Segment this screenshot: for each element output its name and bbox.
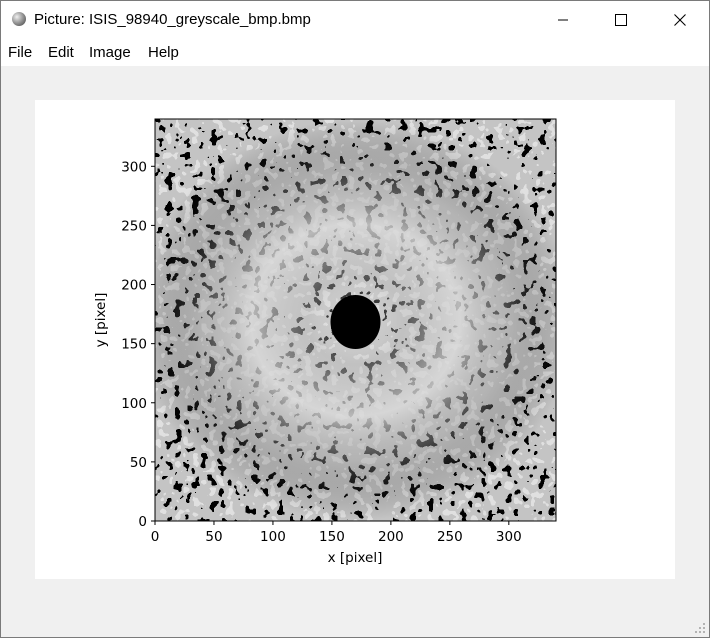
title-bar[interactable]: Picture: ISIS_98940_greyscale_bmp.bmp [1, 1, 709, 39]
y-tick-label: 250 [121, 218, 147, 234]
menu-bar: File Edit Image Help [1, 39, 709, 66]
image-area [155, 119, 556, 521]
x-tick-label: 150 [319, 529, 345, 545]
menu-file[interactable]: File [8, 44, 33, 61]
x-tick-label: 100 [260, 529, 286, 545]
x-axis-label: x [pixel] [328, 550, 383, 566]
x-tick-label: 250 [437, 529, 463, 545]
maximize-button[interactable] [592, 1, 650, 39]
app-icon [12, 12, 26, 26]
menu-help[interactable]: Help [148, 44, 179, 61]
resize-grip-icon[interactable] [694, 622, 706, 634]
x-tick-label: 300 [496, 529, 522, 545]
center-dark-spot [330, 295, 381, 349]
y-tick-label: 50 [130, 455, 147, 471]
x-tick-label: 50 [205, 529, 222, 545]
heatmap-plot: 0 50 100 150 200 250 300 0 50 100 150 200 250 300 x … [93, 118, 557, 566]
x-tick-label: 200 [378, 529, 404, 545]
close-icon [674, 14, 686, 26]
x-axis: 0 50 100 150 200 250 300 [151, 521, 522, 545]
menu-edit[interactable]: Edit [48, 44, 74, 61]
y-tick-label: 150 [121, 337, 147, 353]
plot-frame [154, 118, 557, 522]
close-button[interactable] [651, 1, 709, 39]
window-title: Picture: ISIS_98940_greyscale_bmp.bmp [34, 11, 311, 28]
minimize-icon [558, 19, 568, 21]
y-tick-label: 0 [138, 514, 147, 530]
x-tick-label: 0 [151, 529, 160, 545]
y-tick-label: 100 [121, 396, 147, 412]
y-axis-label: y [pixel] [93, 293, 109, 348]
maximize-icon [615, 14, 627, 26]
y-tick-label: 300 [121, 159, 147, 175]
menu-image[interactable]: Image [89, 44, 131, 61]
y-tick-label: 200 [121, 278, 147, 294]
plot-panel: 0 50 100 150 200 250 300 0 50 100 150 200 250 300 x … [35, 100, 675, 579]
y-axis: 0 50 100 150 200 250 300 [121, 159, 155, 530]
minimize-button[interactable] [534, 1, 592, 39]
